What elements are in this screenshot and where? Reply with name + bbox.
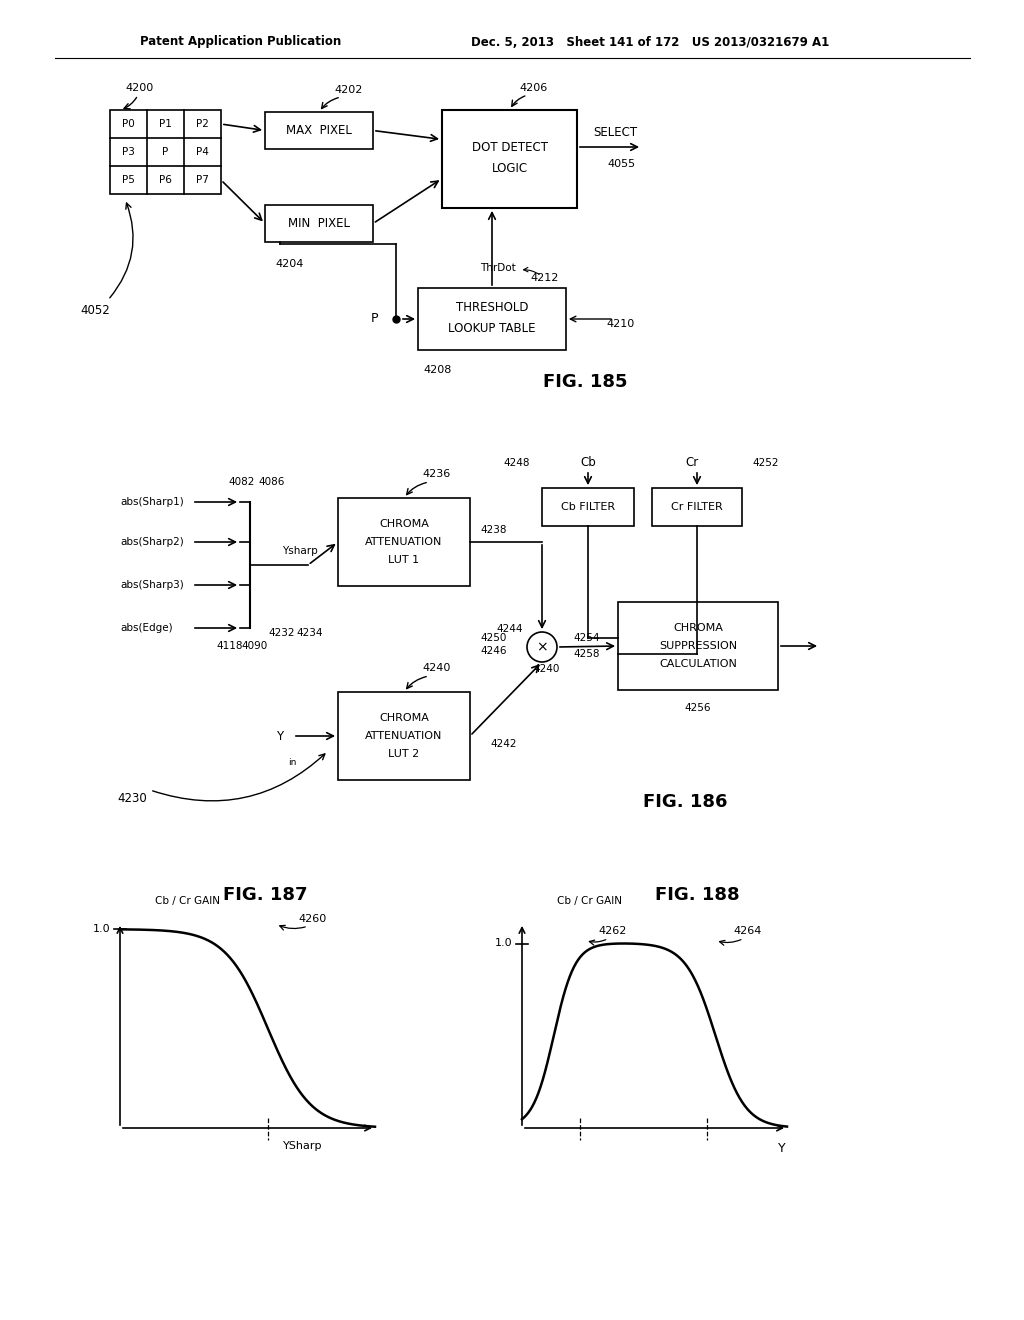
- Text: THRESHOLD: THRESHOLD: [456, 301, 528, 314]
- Text: Cr: Cr: [685, 457, 698, 470]
- Text: 4260: 4260: [299, 915, 327, 924]
- Text: Cr FILTER: Cr FILTER: [671, 502, 723, 512]
- FancyBboxPatch shape: [338, 692, 470, 780]
- Text: Cb: Cb: [581, 457, 596, 470]
- Text: SELECT: SELECT: [593, 127, 637, 140]
- Text: 4264: 4264: [733, 927, 762, 936]
- Text: P1: P1: [159, 119, 172, 129]
- Text: 4206: 4206: [519, 83, 548, 92]
- Text: 4200: 4200: [125, 83, 154, 92]
- Text: YSharp: YSharp: [283, 1140, 323, 1151]
- Text: P2: P2: [196, 119, 209, 129]
- Text: P6: P6: [159, 176, 172, 185]
- FancyBboxPatch shape: [418, 288, 566, 350]
- Text: 4118: 4118: [217, 642, 244, 651]
- Text: 1.0: 1.0: [496, 939, 513, 949]
- Text: P: P: [163, 147, 169, 157]
- Text: CHROMA: CHROMA: [379, 713, 429, 723]
- Text: P7: P7: [196, 176, 209, 185]
- Text: FIG. 187: FIG. 187: [223, 886, 307, 904]
- Text: 4252: 4252: [752, 458, 778, 469]
- FancyBboxPatch shape: [542, 488, 634, 525]
- Text: 4244: 4244: [497, 624, 523, 634]
- FancyBboxPatch shape: [442, 110, 577, 209]
- Text: 4240: 4240: [534, 664, 560, 675]
- Text: LOGIC: LOGIC: [492, 162, 527, 176]
- Text: Cb FILTER: Cb FILTER: [561, 502, 615, 512]
- Text: SUPPRESSION: SUPPRESSION: [658, 642, 737, 651]
- FancyBboxPatch shape: [652, 488, 742, 525]
- Text: FIG. 185: FIG. 185: [543, 374, 628, 391]
- Text: 4208: 4208: [424, 366, 453, 375]
- Text: ThrDot: ThrDot: [479, 263, 515, 273]
- Text: abs(Sharp3): abs(Sharp3): [120, 579, 183, 590]
- Text: CALCULATION: CALCULATION: [659, 659, 737, 669]
- Text: ×: ×: [537, 640, 548, 653]
- Text: 4202: 4202: [334, 84, 362, 95]
- Text: 4052: 4052: [80, 304, 110, 317]
- Text: 4210: 4210: [607, 319, 635, 329]
- Text: 4212: 4212: [530, 273, 559, 282]
- Text: 4082: 4082: [228, 477, 255, 487]
- Text: P3: P3: [122, 147, 135, 157]
- Text: 4090: 4090: [242, 642, 268, 651]
- Text: P5: P5: [122, 176, 135, 185]
- Text: Ysharp: Ysharp: [283, 546, 317, 556]
- FancyBboxPatch shape: [618, 602, 778, 690]
- Text: MIN  PIXEL: MIN PIXEL: [288, 216, 350, 230]
- Text: 4236: 4236: [422, 469, 451, 479]
- Text: 4258: 4258: [573, 649, 600, 659]
- Text: 4204: 4204: [275, 259, 304, 269]
- Text: Patent Application Publication: Patent Application Publication: [140, 36, 341, 49]
- Text: 4254: 4254: [573, 634, 600, 643]
- Text: P0: P0: [122, 119, 135, 129]
- Text: 4248: 4248: [504, 458, 530, 469]
- Text: abs(Edge): abs(Edge): [120, 623, 173, 634]
- FancyBboxPatch shape: [110, 110, 221, 194]
- Text: Cb / Cr GAIN: Cb / Cr GAIN: [155, 896, 220, 906]
- Text: LUT 1: LUT 1: [388, 554, 420, 565]
- Text: abs(Sharp2): abs(Sharp2): [120, 537, 183, 546]
- Text: 4246: 4246: [480, 645, 507, 656]
- Text: 4234: 4234: [297, 628, 324, 638]
- Text: CHROMA: CHROMA: [379, 519, 429, 529]
- Text: 4262: 4262: [598, 927, 627, 936]
- FancyBboxPatch shape: [338, 498, 470, 586]
- FancyBboxPatch shape: [265, 112, 373, 149]
- Text: 1.0: 1.0: [93, 924, 111, 935]
- Text: LUT 2: LUT 2: [388, 748, 420, 759]
- Text: Cb / Cr GAIN: Cb / Cr GAIN: [557, 896, 622, 906]
- Text: 4238: 4238: [480, 525, 507, 535]
- Text: ATTENUATION: ATTENUATION: [366, 731, 442, 741]
- Text: abs(Sharp1): abs(Sharp1): [120, 498, 183, 507]
- Text: FIG. 186: FIG. 186: [643, 793, 727, 810]
- Text: MAX  PIXEL: MAX PIXEL: [286, 124, 352, 137]
- Text: 4232: 4232: [268, 628, 295, 638]
- Text: FIG. 188: FIG. 188: [654, 886, 739, 904]
- Text: DOT DETECT: DOT DETECT: [471, 140, 548, 153]
- Text: ATTENUATION: ATTENUATION: [366, 537, 442, 546]
- Text: Y: Y: [778, 1142, 785, 1155]
- Text: P4: P4: [196, 147, 209, 157]
- Text: CHROMA: CHROMA: [673, 623, 723, 634]
- Text: P: P: [371, 313, 378, 326]
- Text: LOOKUP TABLE: LOOKUP TABLE: [449, 322, 536, 335]
- Text: Y: Y: [275, 730, 283, 743]
- FancyBboxPatch shape: [265, 205, 373, 242]
- Text: 4240: 4240: [422, 663, 451, 673]
- Text: in: in: [288, 758, 296, 767]
- Text: 4250: 4250: [480, 634, 507, 643]
- Text: 4086: 4086: [259, 477, 286, 487]
- Text: 4230: 4230: [117, 792, 146, 804]
- Text: 4256: 4256: [685, 704, 712, 713]
- Text: 4242: 4242: [490, 739, 517, 748]
- Text: Dec. 5, 2013   Sheet 141 of 172   US 2013/0321679 A1: Dec. 5, 2013 Sheet 141 of 172 US 2013/03…: [471, 36, 829, 49]
- Text: 4055: 4055: [608, 158, 636, 169]
